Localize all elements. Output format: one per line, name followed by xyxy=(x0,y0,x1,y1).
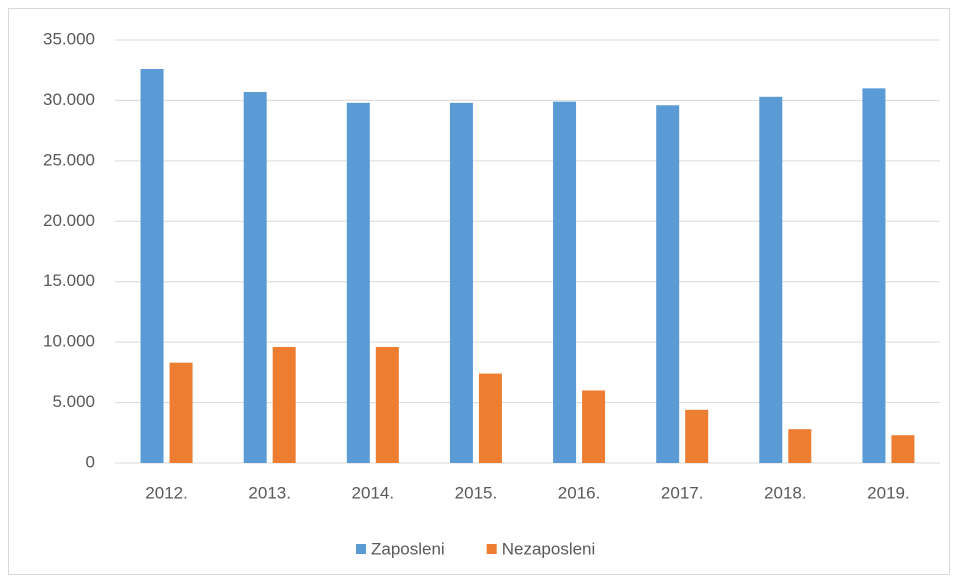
bar xyxy=(375,346,399,463)
bar xyxy=(553,101,577,463)
chart-border xyxy=(8,8,950,575)
legend-swatch xyxy=(486,544,497,554)
bar xyxy=(685,409,709,463)
y-tick-label: 20.000 xyxy=(43,211,95,230)
bar xyxy=(788,429,812,463)
legend-swatch xyxy=(356,544,366,554)
bar xyxy=(478,373,502,463)
y-tick-label: 5.000 xyxy=(52,392,95,411)
y-tick-label: 35.000 xyxy=(43,29,95,48)
bar xyxy=(272,346,296,463)
x-tick-label: 2019. xyxy=(867,483,910,502)
x-tick-label: 2017. xyxy=(661,483,704,502)
bar xyxy=(346,102,370,464)
bar xyxy=(862,88,886,463)
bar xyxy=(169,362,193,463)
y-tick-label: 15.000 xyxy=(43,271,95,290)
x-tick-label: 2014. xyxy=(352,483,395,502)
bar xyxy=(582,390,606,463)
y-tick-label: 25.000 xyxy=(43,150,95,169)
y-tick-label: 30.000 xyxy=(43,90,95,109)
y-tick-label: 10.000 xyxy=(43,332,95,351)
x-tick-label: 2015. xyxy=(455,483,498,502)
bar xyxy=(449,102,473,464)
x-tick-label: 2016. xyxy=(558,483,601,502)
bar xyxy=(243,91,267,464)
legend-label: Nezaposleni xyxy=(502,539,596,558)
bar xyxy=(656,105,680,464)
bar xyxy=(140,69,164,464)
legend-label: Zaposleni xyxy=(371,539,445,558)
bar xyxy=(759,96,783,463)
x-tick-label: 2012. xyxy=(145,483,188,502)
x-tick-label: 2018. xyxy=(764,483,807,502)
bar xyxy=(891,435,915,463)
y-tick-label: 0 xyxy=(86,452,95,471)
x-tick-label: 2013. xyxy=(248,483,291,502)
